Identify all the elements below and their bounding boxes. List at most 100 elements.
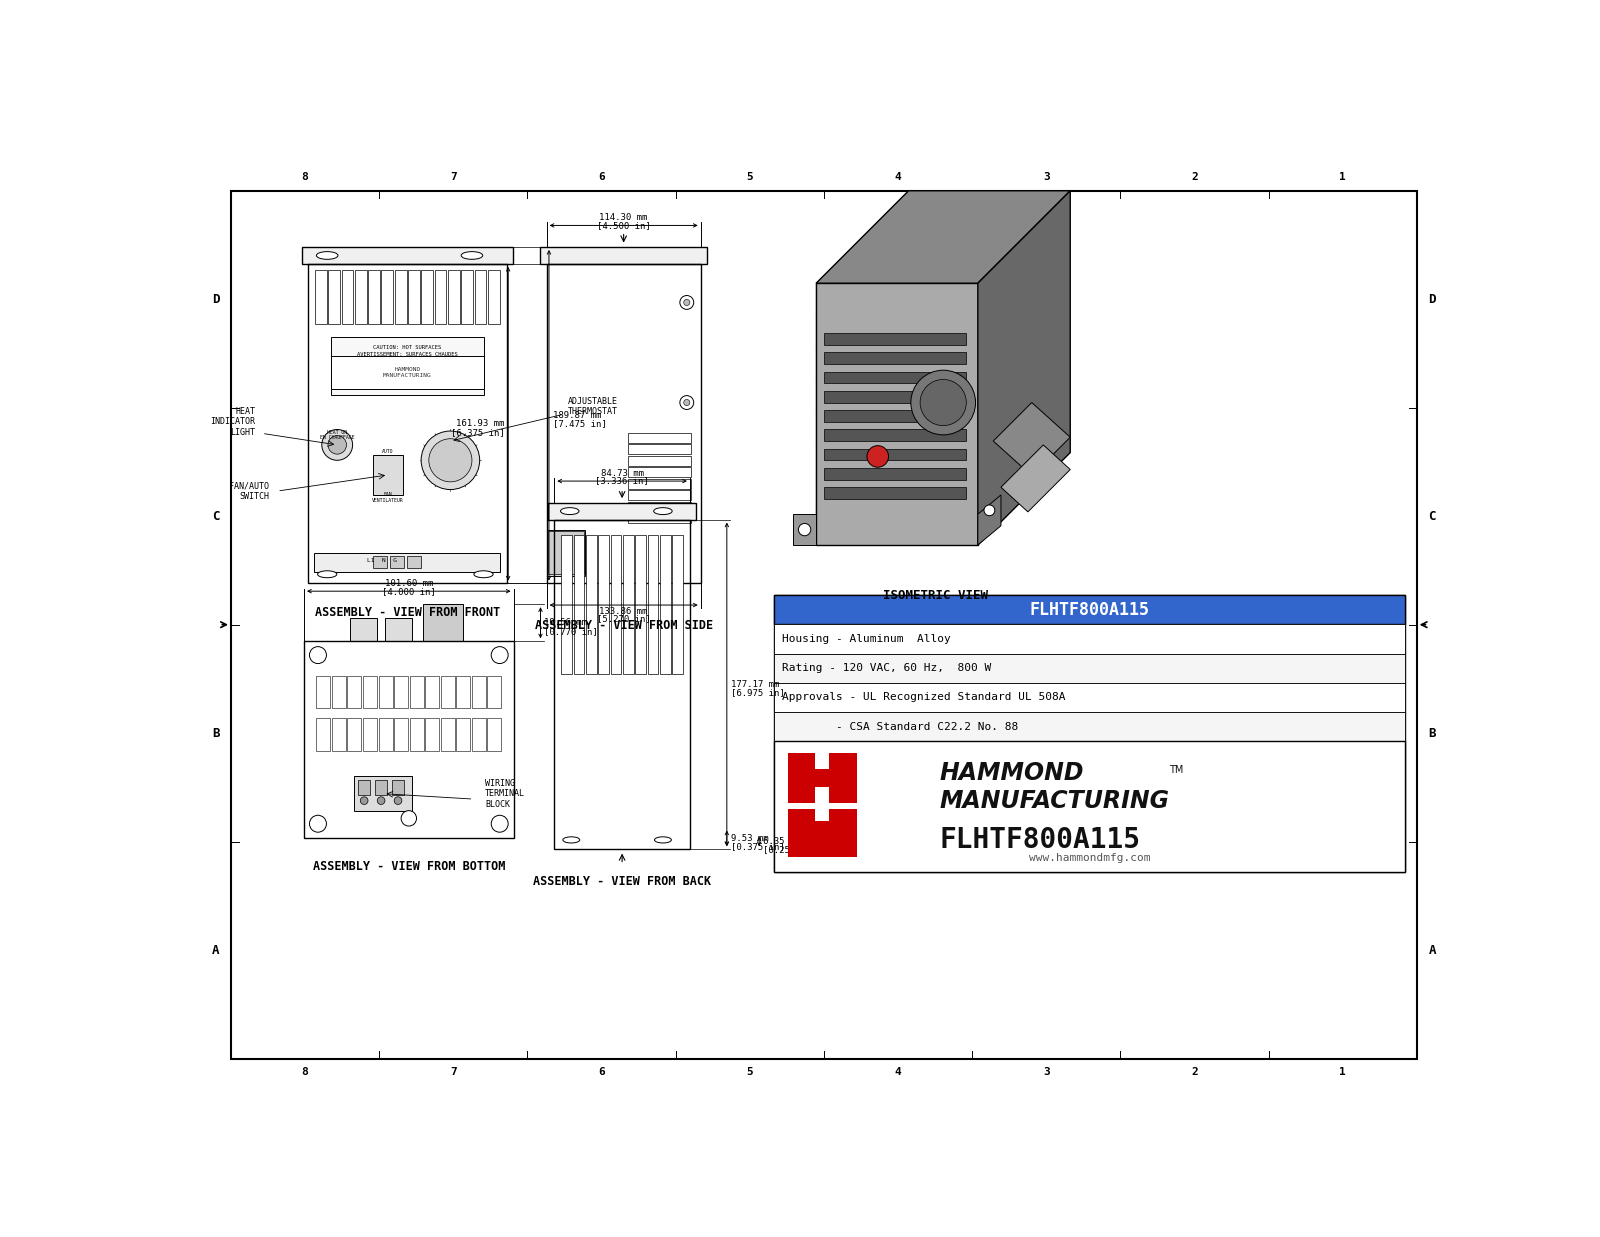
Circle shape (910, 370, 976, 435)
Ellipse shape (317, 570, 338, 578)
Bar (421, 270, 434, 324)
Bar (472, 675, 486, 709)
Text: 161.93 mm: 161.93 mm (456, 419, 504, 428)
Bar (547, 263, 701, 584)
Text: 6: 6 (598, 172, 605, 182)
Bar (461, 270, 474, 324)
Circle shape (421, 430, 480, 490)
Text: 1: 1 (1339, 172, 1346, 182)
Ellipse shape (560, 507, 579, 515)
Bar (627, 490, 691, 500)
Text: ASSEMBLY - VIEW FROM BOTTOM: ASSEMBLY - VIEW FROM BOTTOM (312, 861, 506, 873)
Bar (488, 270, 499, 324)
Bar (302, 247, 512, 263)
Text: 2: 2 (1190, 172, 1198, 182)
Text: HAMMOND
MANUFACTURING: HAMMOND MANUFACTURING (939, 761, 1170, 813)
Bar (774, 595, 1405, 625)
Text: 3: 3 (1043, 1068, 1050, 1077)
Bar (547, 529, 586, 575)
Bar (627, 479, 691, 489)
Bar (774, 625, 1405, 653)
Text: [0.375 in]: [0.375 in] (731, 842, 784, 851)
Bar (315, 270, 326, 324)
Text: WIRING
TERMINAL
BLOCK: WIRING TERMINAL BLOCK (485, 779, 525, 809)
Circle shape (322, 429, 352, 460)
Circle shape (491, 815, 509, 833)
Text: ASSEMBLY - VIEW FROM FRONT: ASSEMBLY - VIEW FROM FRONT (315, 606, 499, 620)
Bar (368, 270, 379, 324)
Bar (317, 675, 331, 709)
Bar (394, 719, 408, 751)
Bar (774, 741, 1405, 872)
Circle shape (683, 400, 690, 406)
Bar (386, 618, 411, 641)
Text: FLHTF800A115: FLHTF800A115 (1029, 601, 1149, 618)
Text: ISOMETRIC VIEW: ISOMETRIC VIEW (883, 589, 989, 601)
Text: HEAT
INDICATOR
LIGHT: HEAT INDICATOR LIGHT (211, 407, 256, 437)
Text: FAN/AUTO
SWITCH: FAN/AUTO SWITCH (229, 481, 269, 501)
Bar (611, 534, 621, 674)
Circle shape (867, 445, 888, 468)
Bar (627, 502, 691, 512)
Bar (363, 675, 378, 709)
Bar (824, 411, 966, 422)
Text: HAMMOND
MANUFACTURING: HAMMOND MANUFACTURING (382, 367, 432, 379)
Text: [4.500 in]: [4.500 in] (597, 221, 651, 230)
Text: 9.53 mm: 9.53 mm (731, 834, 768, 842)
Text: 19.56 mm: 19.56 mm (544, 618, 587, 627)
Bar (475, 270, 486, 324)
Text: B: B (211, 726, 219, 740)
Polygon shape (978, 495, 1002, 546)
Bar (774, 713, 1405, 741)
Text: [7.475 in]: [7.475 in] (554, 419, 606, 428)
Bar (562, 534, 573, 674)
Text: 8: 8 (302, 172, 309, 182)
Circle shape (378, 797, 386, 804)
Text: - CSA Standard C22.2 No. 88: - CSA Standard C22.2 No. 88 (781, 721, 1018, 732)
Text: [3.336 in]: [3.336 in] (595, 476, 650, 486)
Circle shape (680, 396, 694, 409)
Bar (627, 513, 691, 523)
Bar (824, 372, 966, 383)
Circle shape (798, 523, 811, 536)
Ellipse shape (654, 836, 672, 842)
Circle shape (683, 299, 690, 306)
Text: 84.73 mm: 84.73 mm (600, 469, 643, 477)
Text: [5.270 in]: [5.270 in] (597, 615, 651, 623)
Bar (774, 683, 1405, 713)
Circle shape (360, 797, 368, 804)
Text: 133.86 mm: 133.86 mm (600, 606, 648, 616)
Ellipse shape (474, 570, 493, 578)
Bar (774, 653, 1405, 683)
Polygon shape (816, 190, 1070, 283)
Bar (627, 468, 691, 477)
Bar (787, 769, 858, 787)
Polygon shape (794, 515, 816, 546)
Text: B: B (1429, 726, 1435, 740)
Text: AVERTISSEMENT: SURFACES CHAUDES: AVERTISSEMENT: SURFACES CHAUDES (357, 351, 458, 356)
Bar (347, 719, 362, 751)
Text: [0.250 in]: [0.250 in] (763, 845, 816, 855)
Text: FAN
VENTILATEUR: FAN VENTILATEUR (373, 492, 403, 502)
Bar (331, 356, 483, 388)
Text: CAUTION: HOT SURFACES: CAUTION: HOT SURFACES (373, 345, 442, 350)
Bar (410, 675, 424, 709)
Text: 8: 8 (302, 1068, 309, 1077)
Text: D: D (211, 293, 219, 306)
Ellipse shape (563, 836, 579, 842)
Text: 4: 4 (894, 1068, 901, 1077)
Bar (627, 455, 691, 465)
Circle shape (309, 647, 326, 663)
Bar (394, 675, 408, 709)
Bar (331, 719, 346, 751)
Bar (627, 433, 691, 443)
Text: 6.35 mm: 6.35 mm (763, 837, 800, 846)
Bar (824, 449, 966, 460)
Text: ASSEMBLY - VIEW FROM SIDE: ASSEMBLY - VIEW FROM SIDE (534, 620, 712, 632)
Text: TM: TM (1170, 766, 1182, 776)
Ellipse shape (654, 507, 672, 515)
Bar (390, 555, 405, 568)
Text: [0.770 in]: [0.770 in] (544, 627, 598, 636)
Bar (549, 531, 584, 574)
Text: Approvals - UL Recognized Standard UL 508A: Approvals - UL Recognized Standard UL 50… (781, 693, 1066, 703)
